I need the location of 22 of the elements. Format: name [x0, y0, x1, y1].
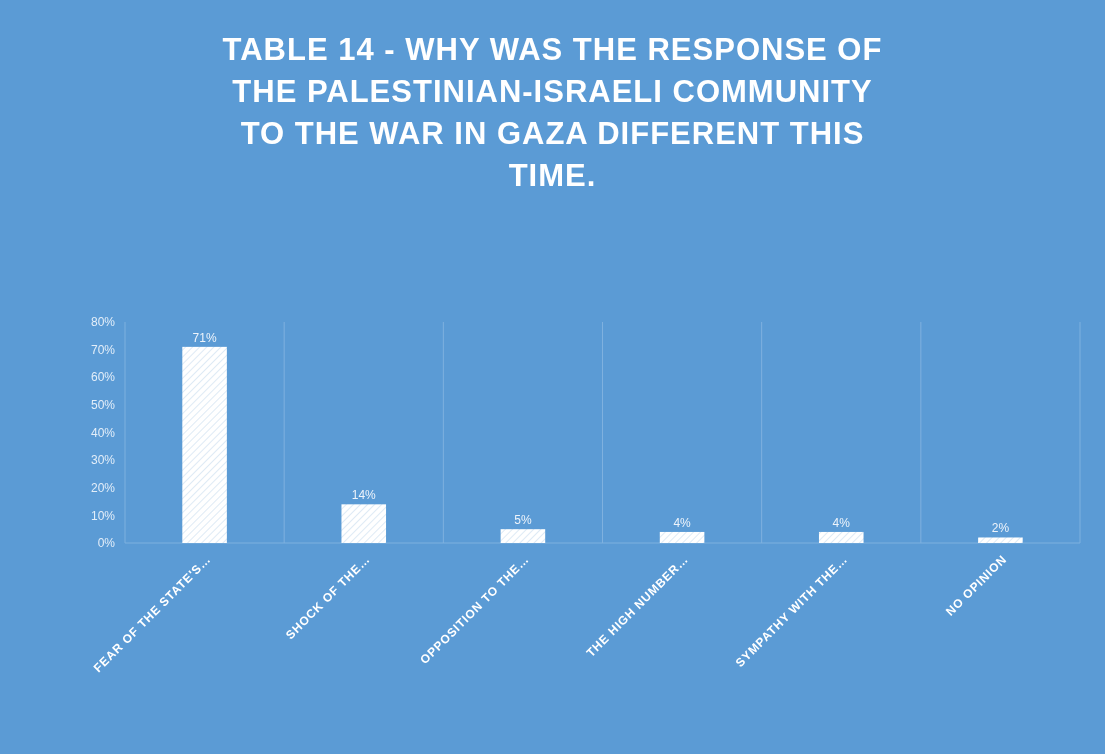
bar	[182, 346, 227, 543]
bar	[978, 537, 1023, 543]
y-tick-label: 50%	[90, 398, 116, 413]
chart-title: TABLE 14 - WHY WAS THE RESPONSE OF THE PALESTINIAN-ISRAELI COMMUNITY TO THE WAR IN GAZA DIFFERENT THIS TIME.	[222, 32, 883, 193]
data-label: 4%	[673, 515, 692, 530]
data-label: 5%	[514, 513, 532, 528]
y-tick-label: 40%	[90, 425, 116, 440]
y-tick-label: 80%	[90, 315, 116, 330]
y-tick-label: 20%	[90, 480, 116, 495]
data-label: 71%	[192, 330, 217, 345]
bar	[659, 531, 705, 543]
bar	[818, 531, 864, 543]
data-label: 4%	[832, 515, 851, 530]
y-tick-label: 30%	[90, 453, 116, 468]
y-tick-label: 0%	[97, 536, 116, 551]
y-tick-label: 70%	[90, 342, 116, 357]
bar	[500, 529, 546, 543]
data-label: 14%	[351, 488, 377, 503]
data-label: 2%	[991, 521, 1010, 536]
bar	[341, 504, 387, 543]
y-tick-label: 60%	[90, 370, 116, 385]
y-tick-label: 10%	[90, 508, 116, 523]
